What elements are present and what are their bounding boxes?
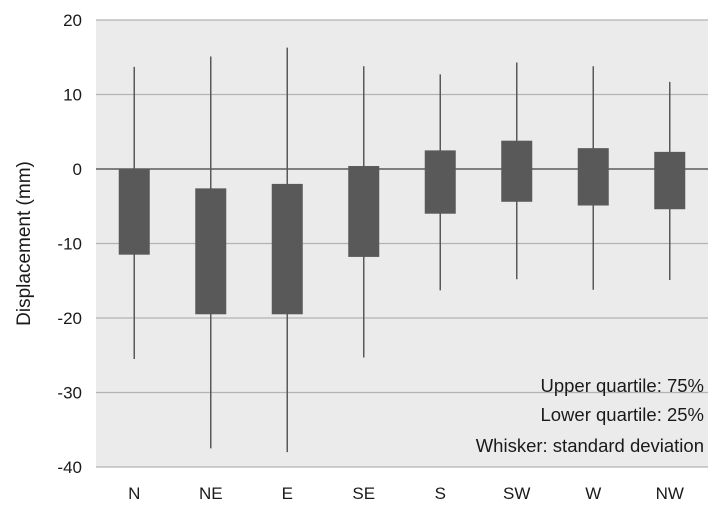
x-tick-label: W xyxy=(585,484,601,503)
annotation-whisker: Whisker: standard deviation xyxy=(476,435,704,456)
box-n xyxy=(118,169,150,255)
y-tick-label: -10 xyxy=(57,235,82,254)
x-tick-label: SW xyxy=(503,484,530,503)
x-axis-tick-labels: N NE E SE S SW W NW xyxy=(128,484,684,503)
box-se xyxy=(348,166,380,257)
x-tick-label: S xyxy=(435,484,446,503)
y-tick-label: 0 xyxy=(73,160,82,179)
boxes xyxy=(118,140,686,315)
x-tick-label: NW xyxy=(656,484,684,503)
box-e xyxy=(271,183,303,315)
annotations: Upper quartile: 75% Lower quartile: 25% … xyxy=(476,375,704,456)
y-tick-label: -30 xyxy=(57,384,82,403)
y-tick-label: 10 xyxy=(63,86,82,105)
box-w xyxy=(577,148,609,206)
annotation-lower-quartile: Lower quartile: 25% xyxy=(540,404,704,425)
box-ne xyxy=(195,188,227,315)
x-tick-label: E xyxy=(282,484,293,503)
box-nw xyxy=(654,151,686,210)
annotation-upper-quartile: Upper quartile: 75% xyxy=(540,375,704,396)
y-axis-label: Displacement (mm) xyxy=(14,161,35,326)
y-axis-tick-labels: 20 10 0 -10 -20 -30 -40 xyxy=(57,11,82,477)
x-tick-label: SE xyxy=(352,484,375,503)
y-tick-label: 20 xyxy=(63,11,82,30)
y-tick-label: -40 xyxy=(57,458,82,477)
x-tick-label: NE xyxy=(199,484,223,503)
y-tick-label: -20 xyxy=(57,309,82,328)
box-s xyxy=(424,150,456,214)
x-tick-label: N xyxy=(128,484,140,503)
box-sw xyxy=(501,140,533,202)
